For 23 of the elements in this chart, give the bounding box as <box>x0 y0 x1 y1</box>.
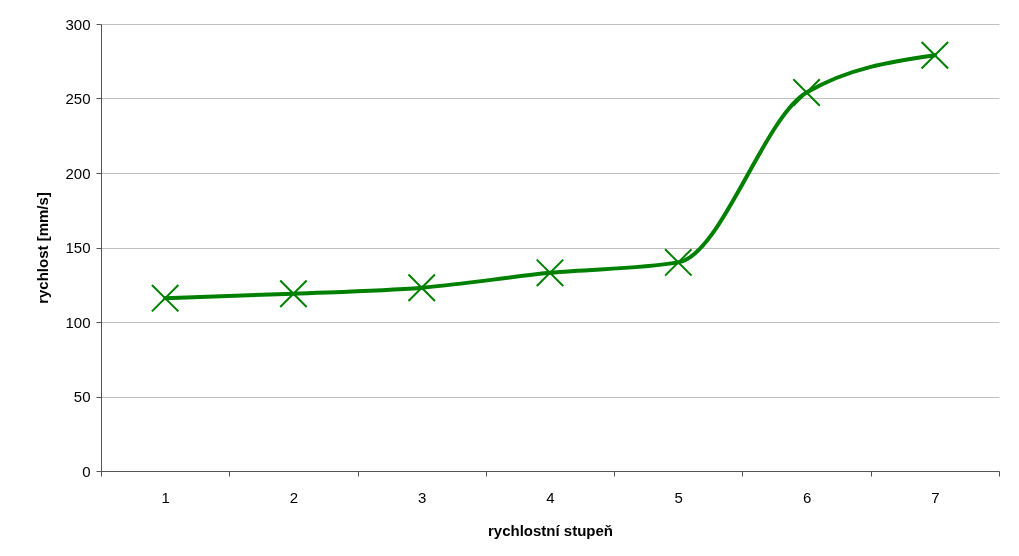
x-axis-title: rychlostní stupeň <box>487 521 614 539</box>
y-axis-title: rychlost [mm/s] <box>34 192 52 304</box>
y-tick-label: 50 <box>73 388 91 405</box>
y-tick-label: 150 <box>65 239 91 256</box>
x-tick-label: 3 <box>418 488 427 506</box>
point <box>792 78 821 107</box>
x-tick-label: 1 <box>161 488 170 506</box>
y-tick-label: 300 <box>65 15 91 33</box>
x-tick-label: 7 <box>931 488 940 506</box>
y-tick-label: 250 <box>65 90 91 107</box>
y-tick-label: 0 <box>82 462 91 480</box>
y-tick-label: 100 <box>65 313 91 331</box>
x-tick-label: 6 <box>802 488 812 506</box>
x-tick-label: 4 <box>546 488 555 506</box>
point <box>535 258 565 288</box>
x-tick-label: 5 <box>674 488 683 506</box>
point <box>407 273 436 302</box>
y-tick-label: 200 <box>65 164 91 182</box>
x-tick-label: 2 <box>289 488 299 506</box>
point <box>920 41 950 70</box>
point <box>664 248 693 277</box>
point <box>279 279 308 308</box>
point <box>150 283 180 313</box>
